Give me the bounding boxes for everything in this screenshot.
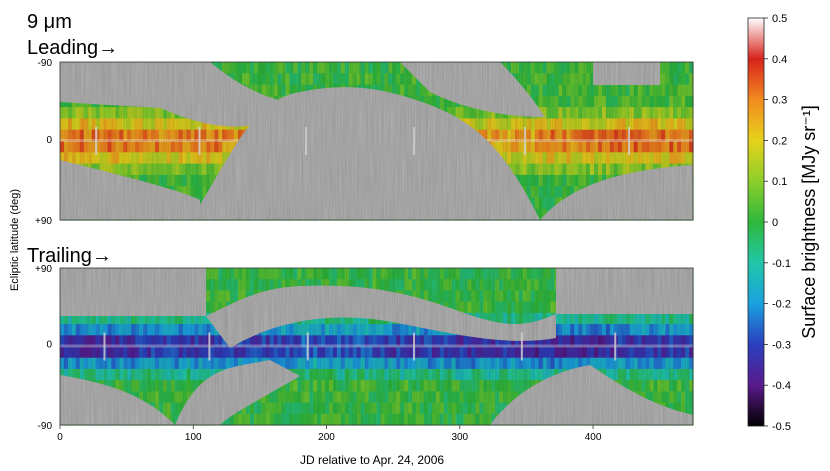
colorbar-tick-label: 0.1 (772, 176, 787, 188)
x-tick-labels: 0 100 200 300 400 (57, 425, 602, 443)
panel-frame (59, 267, 694, 426)
colorbar-tick-label: 0.2 (772, 135, 787, 147)
colorbar-tick-label: -0.4 (772, 380, 791, 392)
y-tick-labels: -90 0 +90 +90 0 -90 (35, 58, 52, 432)
x-tick-label: 400 (585, 432, 602, 443)
colorbar-label: Surface brightness [MJy sr⁻¹] (799, 105, 819, 339)
x-tick-label: 200 (318, 432, 335, 443)
trailing-label: Trailing→ (27, 245, 112, 267)
heatmap-panel-leading (59, 61, 694, 221)
y-tick-label: +90 (35, 264, 52, 275)
y-tick-label: 0 (46, 135, 52, 146)
wavelength-label: 9 μm (27, 11, 72, 33)
x-tick-label: 100 (185, 432, 202, 443)
colorbar-tick-label: -0.5 (772, 421, 791, 433)
x-tick-label: 300 (451, 432, 468, 443)
y-tick-label: +90 (35, 216, 52, 227)
colorbar-tick-label: -0.1 (772, 258, 791, 270)
panel-frame (59, 61, 694, 221)
colorbar (747, 17, 765, 427)
x-axis-label: JD relative to Apr. 24, 2006 (300, 453, 444, 467)
colorbar-tick-label: -0.3 (772, 339, 791, 351)
y-axis-label: Ecliptic latitude (deg) (9, 189, 21, 291)
colorbar-tick-label: -0.2 (772, 299, 791, 311)
y-tick-label: -90 (38, 421, 53, 432)
texture-overlay (60, 62, 693, 220)
y-tick-label: -90 (38, 58, 53, 69)
colorbar-tick-labels: 0.5 0.4 0.3 0.2 0.1 0 -0.1 -0.2 -0.3 -0.4 -0.5 (764, 13, 791, 433)
texture-overlay (60, 268, 693, 425)
y-tick-label: 0 (46, 340, 52, 351)
colorbar-tick-label: 0.3 (772, 95, 787, 107)
colorbar-tick-label: 0.4 (772, 54, 787, 66)
colorbar-tick-label: 0 (772, 217, 778, 229)
heatmap-panel-trailing (59, 267, 694, 426)
x-tick-label: 0 (57, 432, 63, 443)
colorbar-tick-label: 0.5 (772, 13, 787, 25)
leading-label: Leading→ (27, 37, 118, 59)
